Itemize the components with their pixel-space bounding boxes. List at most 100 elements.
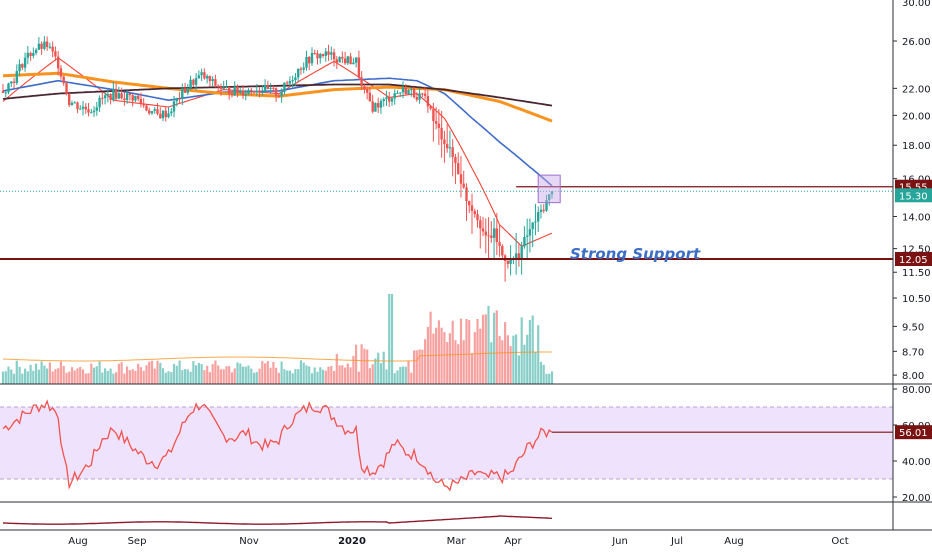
volume-bar [495,310,498,384]
candle-body [65,83,68,95]
candle-body [302,67,305,70]
volume-bar [316,371,319,384]
time-tick-label: Oct [831,536,848,547]
candle-body [142,103,145,106]
volume-bar [371,364,374,384]
candle-body [346,56,349,64]
candle-body [206,76,209,79]
volume-bar [277,372,280,384]
volume-bar [192,361,195,384]
candle-body [407,90,410,94]
candle-body [476,214,479,221]
volume-bar [117,363,120,384]
rsi-tick-label: 80.00 [902,385,931,396]
volume-bar [377,352,380,384]
volume-bar [308,366,311,384]
candle-body [332,52,336,60]
candle-body [48,46,52,48]
candle-body [200,72,203,76]
volume-bar [241,366,245,384]
candle-body [274,88,278,96]
candle-body [175,98,178,102]
volume-bar [51,371,54,384]
candle-body [54,51,57,57]
volume-bar [142,370,145,384]
volume-bar [493,312,496,384]
candle-body [501,245,504,256]
rsi-tick-label: 40.00 [902,457,931,468]
candle-body [509,259,512,264]
volume-bar [429,311,432,384]
candle-body [192,79,195,85]
volume-bar [451,320,454,384]
volume-bar [388,294,391,384]
candle-body [280,92,283,97]
volume-bar [233,368,236,384]
price-tick-label: 12.50 [902,245,931,256]
volume-bar [421,349,424,384]
extra-indicator-line [2,515,553,525]
volume-bar [319,367,322,384]
volume-bar [506,335,509,384]
candle-body [70,103,74,105]
volume-bar [43,365,46,384]
time-axis[interactable]: Aug Sep Nov 2020 Mar Apr Jun Jul Aug Oct [68,536,848,547]
volume-bar [360,344,363,384]
candle-body [84,106,87,110]
rsi-tick-label: 20.00 [902,493,931,504]
candle-body [236,86,239,93]
volume-bar [476,319,479,384]
candle-body [241,90,245,96]
volume-bar [509,346,512,384]
candle-body [421,93,424,95]
candle-body [523,237,526,247]
candle-body [137,95,140,99]
candle-body [239,90,242,93]
candle-body [186,88,189,93]
candle-body [34,49,38,53]
candle-body [371,101,374,112]
volume-bar [379,363,383,384]
price-axis[interactable]: 30.0026.0022.0020.0018.0016.0014.0012.50… [893,0,931,504]
candle-body [189,79,192,88]
volume-bar [335,353,338,384]
candle-body [261,91,264,93]
candle-body [434,121,438,124]
candle-body [415,97,418,100]
volume-bar [390,294,394,384]
candle-body [349,56,352,65]
volume-bar [148,361,151,384]
rsi-value-badge: 56.01 [899,428,928,439]
candle-body [7,83,10,93]
volume-bar [172,363,176,384]
price-tick-label: 20.00 [902,111,931,122]
volume-bar [48,362,51,384]
candle-body [112,88,115,100]
volume-bar [170,372,173,384]
volume-bar [79,366,82,384]
candle-body [286,82,289,84]
volume-bar [225,366,228,384]
candle-body [401,87,405,93]
candle-body [233,86,236,96]
candle-body [252,90,256,93]
candle-body [379,101,383,108]
volume-bar [286,370,289,384]
volume-bar [542,364,545,384]
volume-bar [87,373,90,384]
candle-body [468,201,471,206]
candle-body [203,72,206,79]
volume-bar [219,369,222,384]
price-tick-label: 18.00 [902,141,931,152]
candle-body [492,228,496,238]
candle-body [410,89,413,91]
moving-average-layer [2,57,553,247]
candle-body [506,261,510,264]
volume-bar [330,366,333,384]
volume-bar [84,373,87,384]
time-tick-label: Sep [128,536,147,547]
volume-bar [283,369,286,384]
